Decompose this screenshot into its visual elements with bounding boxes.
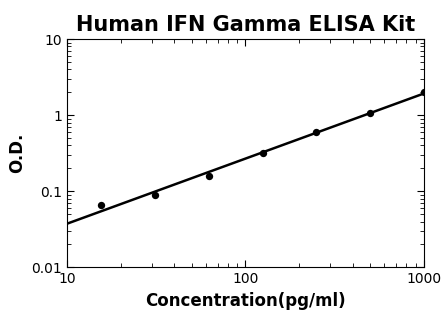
Point bbox=[367, 110, 374, 115]
Y-axis label: O.D.: O.D. bbox=[8, 133, 26, 173]
Point bbox=[152, 193, 159, 198]
Point bbox=[205, 173, 212, 178]
X-axis label: Concentration(pg/ml): Concentration(pg/ml) bbox=[145, 292, 346, 310]
Point bbox=[420, 90, 427, 95]
Point bbox=[313, 129, 320, 135]
Title: Human IFN Gamma ELISA Kit: Human IFN Gamma ELISA Kit bbox=[76, 15, 415, 35]
Point bbox=[259, 150, 266, 156]
Point bbox=[98, 203, 105, 208]
